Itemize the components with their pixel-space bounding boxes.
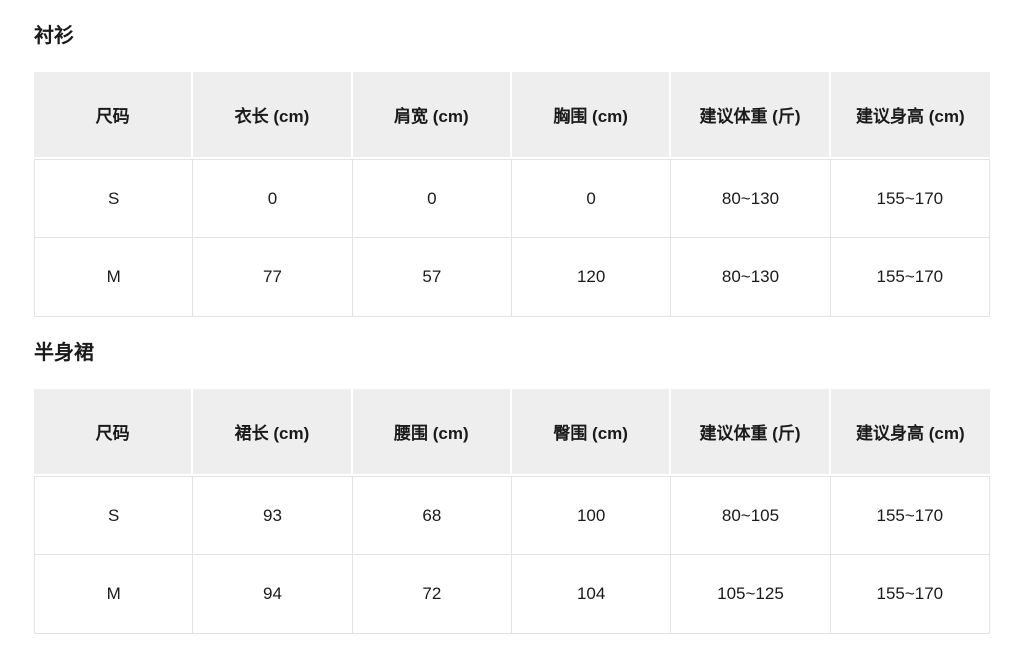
table-cell: 80~130 <box>671 159 831 238</box>
table-cell: 0 <box>352 159 512 238</box>
shirt-col-header-shoulder: 肩宽 (cm) <box>352 72 512 159</box>
shirt-section-title: 衬衫 <box>34 25 74 47</box>
shirt-col-header-height: 建议身高 (cm) <box>830 72 990 159</box>
table-cell: 155~170 <box>830 476 990 555</box>
shirt-col-header-weight: 建议体重 (斤) <box>671 72 831 159</box>
skirt-header-row: 尺码 裙长 (cm) 腰围 (cm) 臀围 (cm) 建议体重 (斤) 建议身高… <box>34 389 990 476</box>
table-cell: 120 <box>511 238 672 317</box>
skirt-row-m: M 94 72 104 105~125 155~170 <box>34 555 990 634</box>
shirt-row-m: M 77 57 120 80~130 155~170 <box>34 238 990 317</box>
table-cell: 0 <box>511 159 672 238</box>
table-cell: 155~170 <box>830 159 990 238</box>
table-cell: 100 <box>511 476 672 555</box>
table-cell: 77 <box>193 238 353 317</box>
shirt-size-table: 尺码 衣长 (cm) 肩宽 (cm) 胸围 (cm) 建议体重 (斤) 建议身高… <box>34 72 990 317</box>
shirt-col-header-bust: 胸围 (cm) <box>511 72 672 159</box>
table-cell-size: M <box>34 238 194 317</box>
skirt-row-s: S 93 68 100 80~105 155~170 <box>34 476 990 555</box>
table-cell: 80~105 <box>671 476 831 555</box>
table-cell: 155~170 <box>830 238 990 317</box>
table-cell-size: M <box>34 555 194 634</box>
shirt-header-row: 尺码 衣长 (cm) 肩宽 (cm) 胸围 (cm) 建议体重 (斤) 建议身高… <box>34 72 990 159</box>
skirt-col-header-weight: 建议体重 (斤) <box>671 389 831 476</box>
table-cell: 104 <box>511 555 672 634</box>
table-cell: 57 <box>352 238 512 317</box>
skirt-col-header-size: 尺码 <box>34 389 194 476</box>
skirt-col-header-hip: 臀围 (cm) <box>511 389 672 476</box>
table-cell: 0 <box>193 159 353 238</box>
skirt-size-section: 半身裙 尺码 裙长 (cm) 腰围 (cm) 臀围 (cm) 建议体重 (斤) … <box>34 342 990 634</box>
skirt-col-header-height: 建议身高 (cm) <box>830 389 990 476</box>
table-cell: 155~170 <box>830 555 990 634</box>
table-cell: 93 <box>193 476 353 555</box>
shirt-col-header-length: 衣长 (cm) <box>193 72 353 159</box>
skirt-section-title: 半身裙 <box>34 342 94 364</box>
table-cell-size: S <box>34 159 194 238</box>
size-chart-page: 衬衫 尺码 衣长 (cm) 肩宽 (cm) 胸围 (cm) 建议体重 (斤) 建… <box>0 25 1024 634</box>
skirt-col-header-waist: 腰围 (cm) <box>352 389 512 476</box>
shirt-row-s: S 0 0 0 80~130 155~170 <box>34 159 990 238</box>
table-cell: 105~125 <box>671 555 831 634</box>
table-cell: 68 <box>352 476 512 555</box>
table-cell-size: S <box>34 476 194 555</box>
skirt-size-table: 尺码 裙长 (cm) 腰围 (cm) 臀围 (cm) 建议体重 (斤) 建议身高… <box>34 389 990 634</box>
table-cell: 72 <box>352 555 512 634</box>
shirt-size-section: 衬衫 尺码 衣长 (cm) 肩宽 (cm) 胸围 (cm) 建议体重 (斤) 建… <box>34 25 990 317</box>
shirt-col-header-size: 尺码 <box>34 72 194 159</box>
table-cell: 94 <box>193 555 353 634</box>
skirt-col-header-length: 裙长 (cm) <box>193 389 353 476</box>
table-cell: 80~130 <box>671 238 831 317</box>
